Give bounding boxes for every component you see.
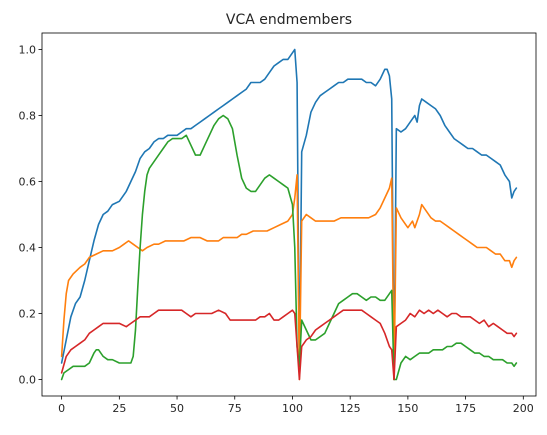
y-tick-label: 0.6 [19,176,37,189]
x-tick-label: 125 [340,402,361,415]
x-tick-label: 50 [170,402,184,415]
x-tick-label: 175 [455,402,476,415]
x-tick-label: 0 [58,402,65,415]
chart-title: VCA endmembers [226,12,352,28]
x-axis: 0 25 50 75 100 125 150 175 200 [58,396,534,415]
y-tick-label: 0.2 [19,308,37,321]
series-line-4 [60,309,518,381]
series-layer [60,48,518,381]
series-line-3 [60,114,518,381]
x-tick-label: 25 [112,402,126,415]
plot-frame [41,32,537,397]
y-axis: 0.0 0.2 0.4 0.6 0.8 1.0 [19,44,42,387]
y-tick-label: 0.0 [19,374,37,387]
y-tick-label: 1.0 [19,44,37,57]
x-tick-label: 150 [397,402,418,415]
y-tick-label: 0.8 [19,110,37,123]
x-tick-label: 75 [228,402,242,415]
x-tick-label: 100 [282,402,303,415]
y-tick-label: 0.4 [19,242,37,255]
x-tick-label: 200 [513,402,534,415]
series-line-2 [60,174,518,381]
